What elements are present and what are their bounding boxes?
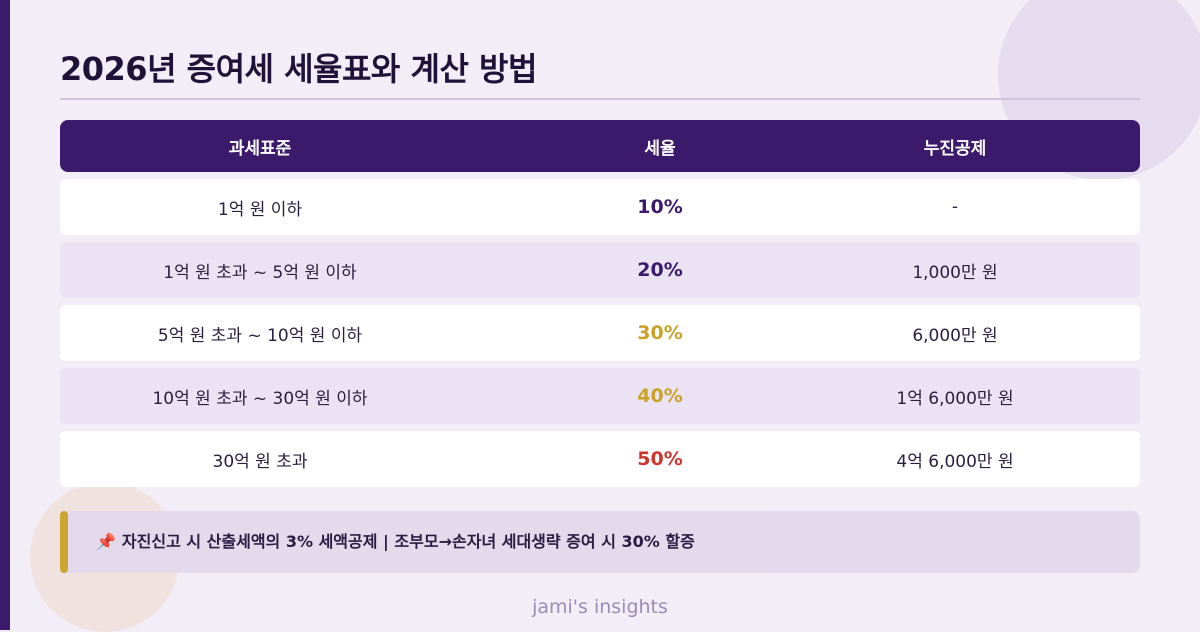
- pushpin-icon: 📌: [96, 532, 116, 551]
- bracket-cell: 30억 원 초과: [212, 451, 308, 472]
- rate-cell: 40%: [637, 385, 683, 407]
- rate-cell: 30%: [637, 322, 683, 344]
- table-row: 1억 원 이하 10% -: [60, 179, 1140, 235]
- deduction-value: 4억 6,000만 원: [896, 451, 1014, 472]
- deduction-value: 1억 6,000만 원: [896, 388, 1014, 409]
- table-row: 1억 원 초과 ~ 5억 원 이하 20% 1,000만 원: [60, 242, 1140, 298]
- header-deduction: 누진공제: [860, 134, 1140, 159]
- deduction-cell: 4억 6,000만 원: [860, 447, 1140, 472]
- page-title: 2026년 증여세 세율표와 계산 방법: [60, 50, 537, 88]
- header-rate: 세율: [644, 138, 676, 159]
- deduction-value: 1,000만 원: [912, 262, 998, 283]
- deduction-value: 6,000만 원: [912, 325, 998, 346]
- table-header: 과세표준 세율 누진공제: [60, 120, 1140, 172]
- bracket-cell: 1억 원 이하: [217, 199, 303, 220]
- deduction-cell: 6,000만 원: [860, 321, 1140, 346]
- left-accent-bar: [0, 0, 10, 630]
- deduction-cell: 1억 6,000만 원: [860, 384, 1140, 409]
- rate-cell: 20%: [637, 259, 683, 281]
- bracket-cell: 1억 원 초과 ~ 5억 원 이하: [163, 262, 357, 283]
- info-note: 📌 자진신고 시 산출세액의 3% 세액공제 | 조부모→손자녀 세대생략 증여 …: [60, 511, 1140, 573]
- note-content: 📌 자진신고 시 산출세액의 3% 세액공제 | 조부모→손자녀 세대생략 증여 …: [96, 511, 695, 573]
- note-text: 자진신고 시 산출세액의 3% 세액공제 | 조부모→손자녀 세대생략 증여 시…: [121, 532, 695, 551]
- footer-brand: jami's insights: [532, 596, 668, 618]
- deduction-value: -: [951, 197, 959, 217]
- rate-cell: 10%: [637, 196, 683, 218]
- tax-rate-table: 과세표준 세율 누진공제 1억 원 이하 10% - 1억 원 초과 ~ 5억 …: [60, 120, 1140, 487]
- table-row: 10억 원 초과 ~ 30억 원 이하 40% 1억 6,000만 원: [60, 368, 1140, 424]
- table-row: 5억 원 초과 ~ 10억 원 이하 30% 6,000만 원: [60, 305, 1140, 361]
- rate-cell: 50%: [637, 448, 683, 470]
- bracket-cell: 5억 원 초과 ~ 10억 원 이하: [157, 325, 363, 346]
- title-divider: [60, 98, 1140, 100]
- deduction-cell: -: [860, 197, 1140, 217]
- table-row: 30억 원 초과 50% 4억 6,000만 원: [60, 431, 1140, 487]
- note-accent-bar: [60, 511, 68, 573]
- header-deduction-label: 누진공제: [923, 138, 987, 159]
- bracket-cell: 10억 원 초과 ~ 30억 원 이하: [152, 388, 368, 409]
- header-bracket: 과세표준: [228, 138, 292, 159]
- deduction-cell: 1,000만 원: [860, 258, 1140, 283]
